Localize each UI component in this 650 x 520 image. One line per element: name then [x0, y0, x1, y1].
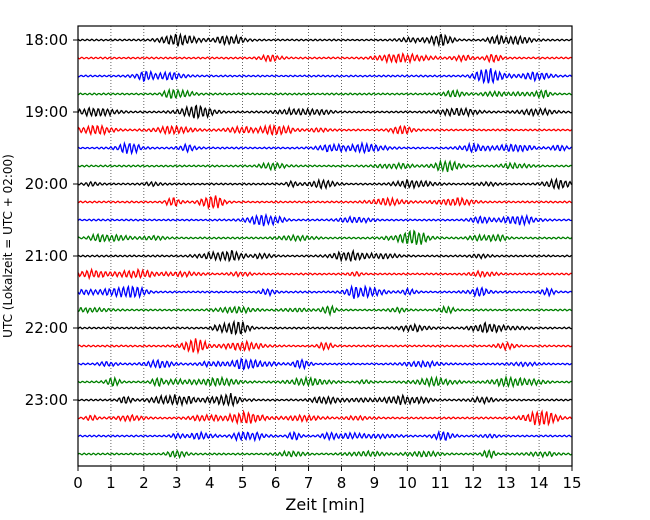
seismogram-trace — [77, 409, 573, 427]
seismogram-trace — [77, 212, 572, 227]
seismogram-trace — [77, 248, 572, 263]
seismogram-trace — [77, 429, 572, 443]
x-tick-label: 8 — [337, 474, 347, 492]
x-tick-label: 9 — [370, 474, 380, 492]
y-tick-label: 21:00 — [25, 247, 68, 265]
seismogram-trace — [77, 140, 572, 156]
seismogram-trace — [77, 68, 573, 85]
x-tick-label: 5 — [238, 474, 248, 492]
x-axis-label: Zeit [min] — [285, 495, 364, 514]
seismogram-trace — [77, 267, 572, 281]
y-axis-ticks: 18:00 19:00 20:00 21:00 22:00 23:00 — [25, 31, 78, 409]
x-tick-label: 1 — [106, 474, 116, 492]
seismogram-trace — [77, 449, 573, 460]
seismogram-trace — [77, 338, 572, 355]
seismogram-traces — [77, 32, 573, 460]
x-tick-label: 13 — [497, 474, 516, 492]
seismogram-trace — [77, 123, 573, 137]
x-tick-label: 15 — [562, 474, 581, 492]
seismogram-trace — [77, 357, 572, 371]
x-tick-label: 10 — [398, 474, 417, 492]
x-tick-label: 0 — [73, 474, 83, 492]
y-tick-label: 18:00 — [25, 31, 68, 49]
plot-frame — [77, 25, 573, 467]
x-tick-label: 7 — [304, 474, 314, 492]
x-tick-label: 14 — [530, 474, 549, 492]
seismogram-trace — [77, 177, 573, 191]
seismogram-trace — [77, 304, 572, 317]
x-tick-label: 3 — [172, 474, 182, 492]
y-tick-label: 23:00 — [25, 391, 68, 409]
x-tick-label: 4 — [205, 474, 215, 492]
x-tick-label: 6 — [271, 474, 281, 492]
grid-lines — [110, 26, 540, 466]
y-axis-label: UTC (Lokalzeit = UTC + 02:00) — [1, 154, 15, 338]
seismogram-trace — [77, 319, 572, 336]
y-tick-label: 20:00 — [25, 175, 68, 193]
y-tick-label: 19:00 — [25, 103, 68, 121]
seismogram-trace — [77, 195, 572, 211]
seismogram-trace — [77, 374, 572, 389]
y-tick-label: 22:00 — [25, 319, 68, 337]
seismogram-trace — [77, 104, 572, 120]
seismogram-trace — [77, 32, 572, 48]
x-tick-label: 11 — [431, 474, 450, 492]
seismogram-trace — [77, 52, 572, 65]
seismogram-trace — [77, 284, 573, 300]
seismogram-trace — [77, 87, 572, 100]
seismogram-trace — [77, 229, 572, 245]
x-tick-label: 12 — [464, 474, 483, 492]
seismogram-trace — [77, 158, 572, 173]
seismogram-trace — [77, 393, 572, 408]
x-tick-label: 2 — [139, 474, 149, 492]
x-axis-ticks: 0 1 2 3 4 5 6 7 8 9 10 11 12 13 14 15 — [73, 466, 582, 492]
